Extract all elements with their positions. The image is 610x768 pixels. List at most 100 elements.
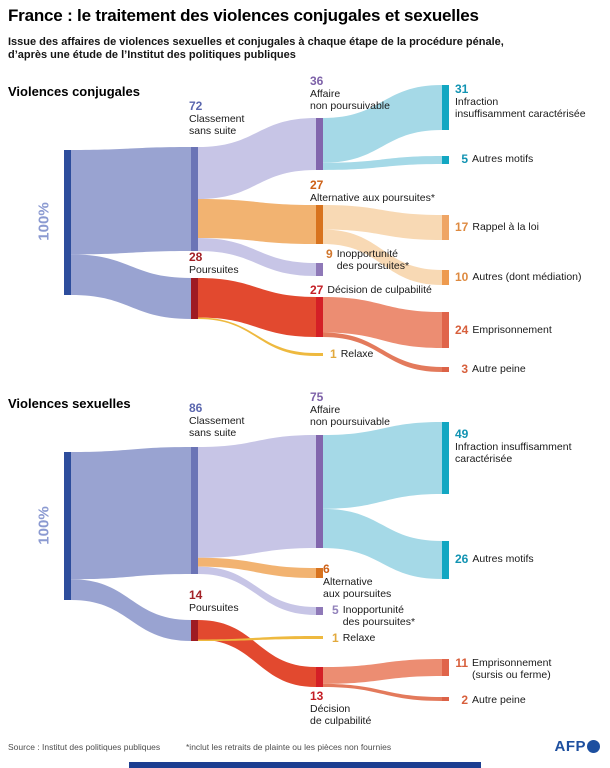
afp-logo-text: AFP	[554, 738, 586, 755]
node-label-1-1: 14 Poursuites	[189, 589, 239, 615]
node-text: Affaire non poursuivable	[310, 88, 390, 112]
node-value: 72	[189, 99, 203, 113]
flow-0-poursuites-decision	[198, 278, 316, 337]
node-1-affaire	[316, 435, 323, 548]
flow-0-alternative-autres_mediation	[323, 229, 442, 285]
node-value: 6	[323, 562, 330, 576]
flow-1-affaire-infraction	[323, 422, 442, 509]
flow-1-decision-emprisonnement	[323, 659, 442, 684]
node-text: Décision de culpabilité	[310, 703, 372, 727]
node-0-inopportunite	[316, 263, 323, 276]
node-text: Poursuites	[189, 264, 239, 276]
flow-0-affaire-infraction	[323, 85, 442, 163]
section-title-violences-sexuelles: Violences sexuelles	[8, 396, 131, 411]
node-0-poursuites	[191, 278, 198, 319]
node-text: Alternative aux poursuites	[323, 576, 392, 600]
node-label-1-0: 86 Classement sans suite	[189, 401, 245, 440]
node-value: 75	[310, 390, 324, 404]
node-0-autre_peine	[442, 367, 449, 372]
node-value: 9	[326, 247, 333, 261]
node-value: 17	[455, 220, 469, 234]
node-0-autres_mediation	[442, 270, 449, 285]
node-value: 27	[310, 178, 324, 192]
node-value: 31	[455, 82, 469, 96]
source-percent-label-1: 100%	[35, 506, 53, 545]
source-credit: Source : Institut des politiques publiqu…	[8, 742, 161, 752]
node-0-classement	[191, 147, 198, 251]
node-0-decision	[316, 297, 323, 337]
node-text: Relaxe	[340, 348, 374, 360]
node-text: Alternative aux poursuites*	[310, 192, 435, 204]
flow-0-affaire-autres_motifs	[323, 156, 442, 170]
node-label-0-6: 1 Relaxe	[330, 348, 373, 360]
node-label-0-8: 5 Autres motifs	[455, 153, 533, 165]
node-value: 11	[455, 656, 468, 670]
flow-0-poursuites-relaxe	[198, 317, 316, 356]
node-1-alternative	[316, 568, 323, 578]
node-value: 1	[332, 631, 339, 645]
node-value: 3	[461, 362, 468, 376]
flow-1-affaire-autres_motifs	[323, 508, 442, 579]
node-0-emprisonnement	[442, 312, 449, 348]
node-text: Autres motifs	[472, 153, 534, 165]
node-label-0-11: 24 Emprisonnement	[455, 324, 552, 336]
node-text: Décision de culpabilité	[327, 284, 432, 296]
flow-1-src-classement	[71, 447, 191, 580]
node-text: Autre peine	[472, 694, 526, 706]
node-label-1-8: 26 Autres motifs	[455, 553, 534, 565]
node-text: Poursuites	[189, 602, 239, 614]
source-percent-label-0: 100%	[35, 202, 53, 241]
page-subtitle-line1: Issue des affaires de violences sexuelle…	[8, 36, 504, 48]
bottom-accent-bar	[129, 762, 481, 768]
node-text: Affaire non poursuivable	[310, 404, 390, 428]
node-value: 2	[461, 693, 468, 707]
node-text: Classement sans suite	[189, 415, 245, 439]
node-text: Autres motifs	[472, 553, 534, 565]
flow-0-decision-emprisonnement	[323, 297, 442, 348]
node-0-affaire	[316, 118, 323, 170]
node-label-1-9: 11 Emprisonnement (sursis ou ferme)	[455, 657, 551, 681]
flow-1-classement-alternative	[198, 557, 316, 578]
node-value: 49	[455, 427, 469, 441]
node-1-infraction	[442, 422, 449, 494]
node-1-classement	[191, 447, 198, 574]
node-text: Autres (dont médiation)	[472, 271, 582, 283]
node-text: Inopportunité des poursuites*	[342, 604, 416, 628]
page-subtitle-line2: d’après une étude de l’Institut des poli…	[8, 49, 296, 61]
node-1-emprisonnement	[442, 659, 449, 676]
flow-0-alternative-rappel	[323, 205, 442, 240]
node-1-inopportunite	[316, 607, 323, 615]
node-value: 26	[455, 552, 469, 566]
node-text: Infraction insuffisamment caractérisée	[455, 441, 572, 465]
node-0-alternative	[316, 205, 323, 244]
node-label-0-0: 72 Classement sans suite	[189, 99, 245, 138]
node-value: 1	[330, 347, 337, 361]
node-value: 13	[310, 689, 324, 703]
afp-logo-dot-icon	[587, 740, 600, 753]
flow-0-decision-autre_peine	[323, 332, 442, 372]
node-1-relaxe	[316, 636, 323, 639]
node-label-0-5: 27 Décision de culpabilité	[310, 284, 432, 296]
flow-0-classement-alternative	[198, 199, 316, 244]
page-title: France : le traitement des violences con…	[8, 6, 479, 25]
flow-0-classement-affaire	[198, 118, 316, 199]
node-text: Rappel à la loi	[472, 221, 539, 233]
node-label-0-3: 27 Alternative aux poursuites*	[310, 178, 435, 205]
node-value: 24	[455, 323, 469, 337]
node-label-1-2: 75 Affaire non poursuivable	[310, 390, 390, 429]
flow-1-decision-autre_peine	[323, 683, 442, 701]
node-label-0-12: 3 Autre peine	[455, 362, 525, 376]
node-label-0-2: 36 Affaire non poursuivable	[310, 75, 390, 113]
node-value: 27	[310, 283, 324, 297]
node-label-1-7: 49 Infraction insuffisamment caractérisée	[455, 427, 572, 466]
node-value: 10	[455, 270, 469, 284]
node-value: 86	[189, 401, 203, 415]
node-label-1-10: 2 Autre peine	[455, 693, 526, 707]
flow-1-poursuites-decision	[198, 620, 316, 687]
node-0-src	[64, 150, 71, 295]
node-label-0-1: 28 Poursuites	[189, 251, 239, 277]
node-text: Classement sans suite	[189, 113, 245, 137]
node-label-1-6: 13 Décision de culpabilité	[310, 689, 372, 728]
